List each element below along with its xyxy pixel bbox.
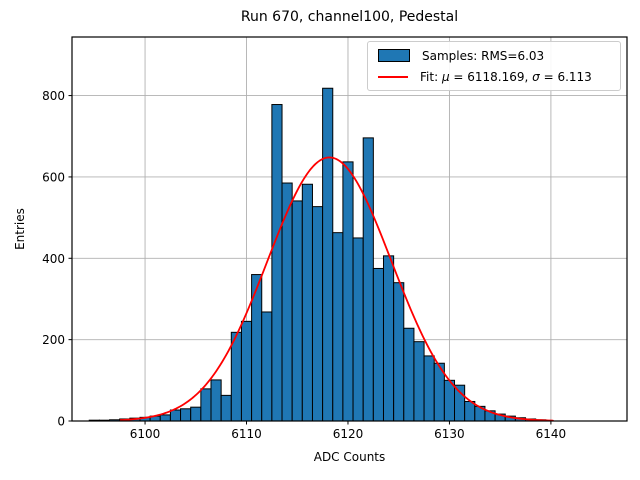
histogram-bar: [382, 255, 395, 422]
y-axis-label: Entries: [13, 208, 27, 250]
histogram-bar: [200, 388, 212, 422]
histogram-bar: [393, 282, 405, 422]
histogram-bar: [454, 384, 466, 422]
x-tick-label: 6130: [434, 427, 465, 441]
histogram-bar: [190, 406, 202, 422]
histogram-bar: [220, 394, 232, 422]
axes-spines: [71, 36, 628, 422]
fit-line-swatch-icon: [378, 75, 408, 78]
x-axis-label: ADC Counts: [313, 450, 386, 464]
legend: Samples: RMS=6.03 Fit: μ = 6118.169, σ =…: [367, 41, 621, 91]
legend-item-fit: Fit: μ = 6118.169, σ = 6.113: [378, 70, 610, 84]
histogram-bar: [332, 232, 344, 422]
histogram-bar: [261, 311, 273, 422]
legend-samples-label: Samples: RMS=6.03: [422, 48, 545, 63]
histogram-bar: [362, 137, 374, 422]
histogram-bar: [352, 237, 364, 422]
histogram-bar: [301, 183, 313, 422]
x-tick-label: 6120: [333, 427, 364, 441]
histogram-bar: [169, 409, 182, 422]
y-tick-label: 400: [42, 252, 65, 266]
y-tick-label: 800: [42, 89, 65, 103]
histogram-bar: [443, 379, 456, 422]
histogram-bar: [180, 408, 192, 422]
histogram-bar: [342, 161, 354, 422]
sigma-symbol: σ: [532, 69, 540, 84]
histogram-bar: [372, 267, 384, 422]
histogram-bar: [311, 206, 324, 422]
x-tick-label: 6110: [231, 427, 262, 441]
histogram-bar: [230, 331, 242, 422]
fit-line: [119, 156, 554, 422]
histogram-bar: [464, 400, 476, 422]
histogram-bar: [403, 327, 415, 422]
legend-item-samples: Samples: RMS=6.03: [378, 49, 610, 63]
histogram-bar: [159, 414, 171, 422]
histogram-bar: [322, 87, 334, 422]
histogram-bar: [210, 379, 222, 422]
y-tick-label: 600: [42, 170, 65, 184]
mu-symbol: μ: [441, 69, 450, 84]
histogram-bar: [423, 355, 435, 422]
histogram-bar: [240, 320, 253, 422]
x-tick-label: 6100: [130, 427, 161, 441]
histogram-bar: [413, 341, 425, 422]
histogram-bar: [291, 200, 303, 422]
legend-fit-label: Fit: μ = 6118.169, σ = 6.113: [420, 69, 592, 84]
y-tick-label: 0: [57, 415, 65, 429]
chart-title: Run 670, channel100, Pedestal: [240, 9, 459, 25]
histogram-swatch-icon: [378, 49, 410, 62]
histogram-bar: [271, 104, 283, 422]
x-tick-label: 6140: [536, 427, 567, 441]
y-tick-label: 200: [42, 333, 65, 347]
